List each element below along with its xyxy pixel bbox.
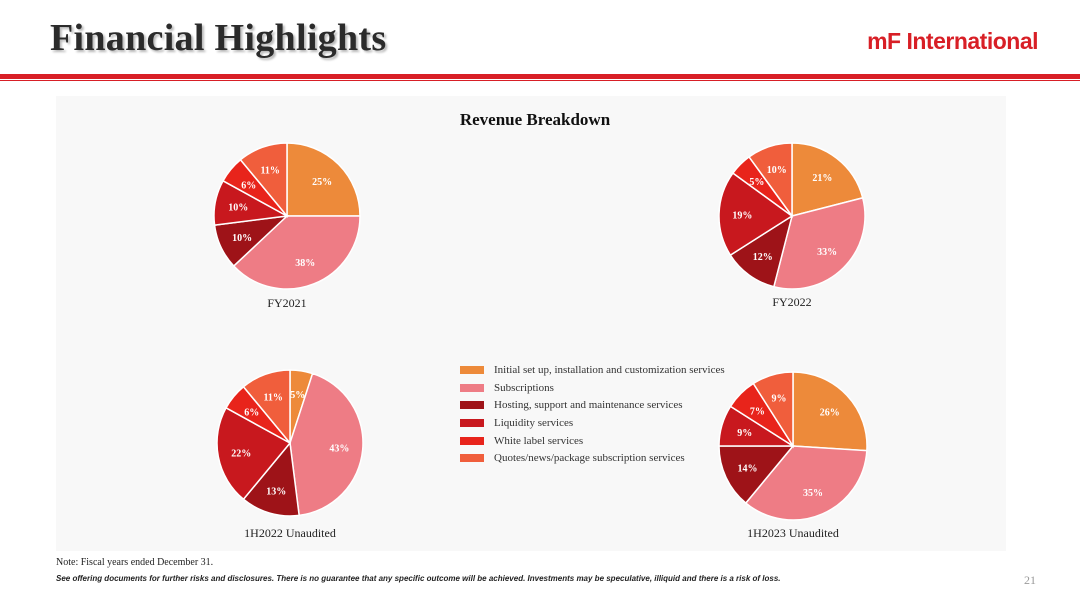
data-label: 33% [817, 247, 837, 258]
data-label: 10% [767, 165, 787, 176]
legend-item: White label services [460, 432, 725, 450]
pie-chart-0: 25% 38% 10% 10% 6% 11% FY2021 [213, 142, 361, 310]
brand-logo: mF International [867, 28, 1038, 54]
pie-chart-1: 21% 33% 12% 19% 5%10% FY2022 [718, 142, 866, 309]
pie-chart-2: 5% 43% 13% 22% 6% 11% 1H2022 Unaudited [216, 369, 364, 540]
legend-item: Subscriptions [460, 379, 725, 397]
legend-item: Quotes/news/package subscription service… [460, 449, 725, 467]
header-rule [0, 74, 1080, 79]
pie-slice [242, 441, 300, 517]
chart-title: Revenue Breakdown [460, 110, 611, 129]
data-label: 7% [750, 406, 765, 417]
legend: Initial set up, installation and customi… [460, 361, 725, 467]
pie-slice [289, 372, 364, 517]
data-label: 10% [228, 203, 248, 214]
data-label: 6% [241, 180, 256, 191]
pie-caption: 1H2023 Unaudited [747, 526, 839, 540]
data-label: 43% [329, 444, 349, 455]
data-label: 11% [260, 165, 279, 176]
legend-swatch [460, 365, 484, 374]
pie-slice [216, 406, 292, 501]
pie-slice [772, 196, 866, 290]
data-label: 10% [232, 233, 252, 244]
page-number: 21 [1024, 573, 1036, 587]
legend-label: Liquidity services [494, 416, 574, 429]
data-label: 12% [753, 252, 773, 263]
data-label: 14% [738, 463, 758, 474]
pie-caption: 1H2022 Unaudited [244, 526, 336, 540]
pie-slice [748, 142, 793, 219]
pie-charts: Revenue Breakdown 25% 38% 10% 10% 6% 11% FY202… [213, 110, 868, 540]
data-label: 35% [803, 488, 823, 499]
pie-slice [242, 369, 291, 446]
data-label: 38% [295, 258, 315, 269]
legend-label: Quotes/news/package subscription service… [494, 452, 685, 465]
data-label: 13% [266, 487, 286, 498]
disclaimer: See offering documents for further risks… [56, 574, 781, 583]
data-label: 5% [290, 390, 305, 401]
data-label: 11% [263, 392, 282, 403]
legend-label: Subscriptions [494, 381, 554, 394]
data-label: 21% [812, 173, 832, 184]
data-label: 9% [772, 394, 787, 405]
data-label: 19% [732, 210, 752, 221]
legend-item: Hosting, support and maintenance service… [460, 396, 725, 414]
data-label: 26% [820, 408, 840, 419]
pie-slice [239, 142, 288, 219]
legend-swatch [460, 401, 484, 410]
chart-panel: Revenue Breakdown 25% 38% 10% 10% 6% 11% FY202… [56, 96, 1006, 551]
footnote: Note: Fiscal years ended December 31. [56, 557, 214, 568]
data-label: 25% [312, 177, 332, 188]
legend-label: Hosting, support and maintenance service… [494, 399, 683, 412]
header-rule-thin [0, 80, 1080, 81]
pie-slice [752, 371, 794, 449]
legend-label: White label services [494, 434, 584, 447]
legend-swatch [460, 436, 484, 445]
pie-slice [232, 215, 361, 290]
pie-slice [792, 371, 868, 452]
legend-item: Liquidity services [460, 414, 725, 432]
legend-swatch [460, 383, 484, 392]
data-label: 6% [244, 407, 259, 418]
page-title: Financial Highlights [50, 17, 387, 59]
data-label: 5% [749, 177, 764, 188]
pie-caption: FY2022 [772, 295, 811, 309]
data-label: 9% [737, 428, 752, 439]
pie-slice [718, 172, 794, 257]
pie-slice [718, 445, 795, 505]
pie-slice [791, 142, 864, 217]
legend-item: Initial set up, installation and customi… [460, 361, 725, 379]
legend-label: Initial set up, installation and customi… [494, 363, 725, 376]
pie-slice [286, 142, 361, 217]
legend-swatch [460, 454, 484, 463]
pie-chart-3: 26% 35% 14% 9% 7% 9% 1H2023 Unaudited [718, 371, 868, 540]
pie-slice [744, 445, 868, 521]
data-label: 22% [231, 448, 251, 459]
legend-swatch [460, 418, 484, 427]
pie-caption: FY2021 [267, 296, 306, 310]
